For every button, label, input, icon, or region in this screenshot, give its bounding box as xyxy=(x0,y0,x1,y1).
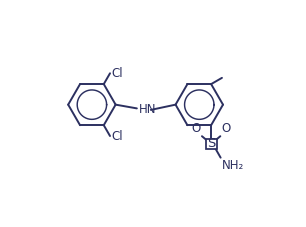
Bar xyxy=(206,139,217,149)
Text: Cl: Cl xyxy=(111,67,123,80)
Text: Cl: Cl xyxy=(111,129,123,143)
Text: S: S xyxy=(207,137,215,151)
Text: NH₂: NH₂ xyxy=(222,159,244,172)
Text: O: O xyxy=(192,122,201,135)
Text: O: O xyxy=(221,122,230,135)
Text: HN: HN xyxy=(139,103,156,116)
Text: S: S xyxy=(207,137,215,151)
